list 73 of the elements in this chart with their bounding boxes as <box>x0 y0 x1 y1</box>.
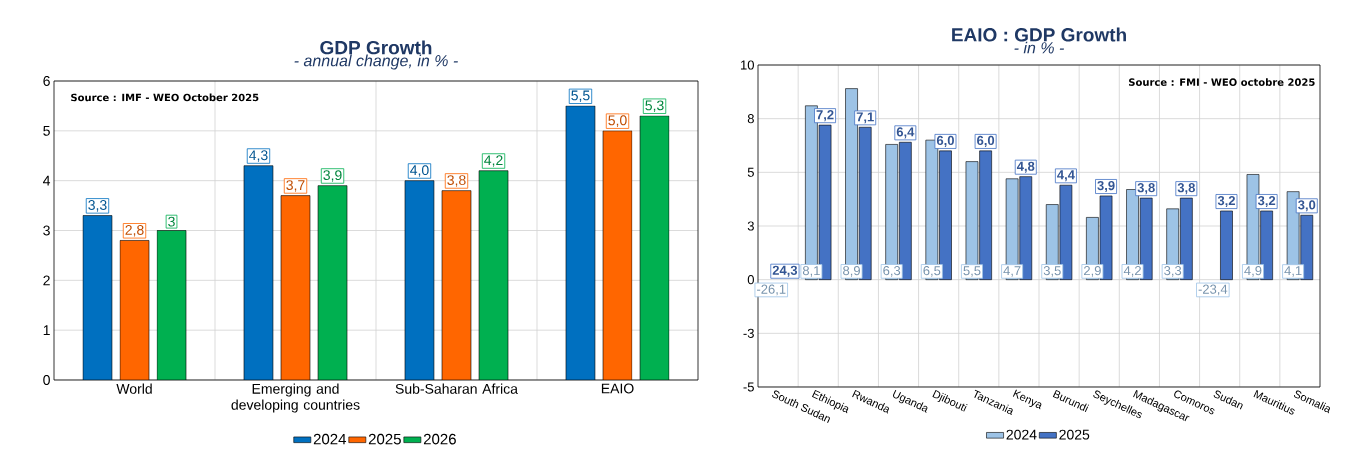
y-tick-label: 10 <box>741 60 754 70</box>
bar <box>404 180 435 380</box>
data-label: 3,5 <box>1043 266 1061 277</box>
y-tick-label: 5 <box>747 167 754 177</box>
annotation: Source : IMF - WEO October 2025 <box>71 93 259 102</box>
legend-label: 2025 <box>1059 429 1090 440</box>
data-label: 5,5 <box>963 266 981 277</box>
y-tick-label: 4 <box>43 175 51 186</box>
x-tick-label: Emerging and developing countries <box>231 383 360 413</box>
data-label: 6,0 <box>977 135 995 147</box>
data-label: 6,5 <box>923 266 941 277</box>
text: 24,3 <box>772 265 798 277</box>
legend-label: 2024 <box>1006 429 1037 440</box>
annotation: Source : FMI - WEO octobre 2025 <box>1129 78 1315 86</box>
data-label: 7,1 <box>856 112 874 124</box>
legend-label: 2026 <box>423 433 456 445</box>
data-label: 4,3 <box>249 150 268 162</box>
y-tick-label: 6 <box>43 76 50 86</box>
chart-title: GDP Growth <box>320 40 432 55</box>
y-tick-label: 5 <box>43 125 50 136</box>
y-tick-label: 2 <box>43 275 50 286</box>
text: -26,1 <box>757 284 786 296</box>
legend-label: 2025 <box>368 433 401 445</box>
data-label: 4,0 <box>410 165 429 177</box>
y-tick-label: 0 <box>747 275 754 285</box>
y-tick-label: 1 <box>43 325 50 335</box>
data-label: 3,8 <box>1177 183 1195 195</box>
data-label: 4,9 <box>1244 266 1262 277</box>
data-label: 3,3 <box>1164 266 1182 277</box>
data-label: 5,3 <box>645 100 664 112</box>
text: -23,4 <box>1198 284 1228 296</box>
data-label: 4,1 <box>1284 266 1302 277</box>
chart-title: EAIO : GDP Growth <box>952 27 1126 42</box>
legend-label: 2024 <box>313 433 347 445</box>
data-label: 3,8 <box>1137 183 1155 195</box>
data-label: 3,8 <box>447 175 466 187</box>
data-label: 6,4 <box>896 127 915 139</box>
y-tick-label: 8 <box>747 114 754 124</box>
data-label: 3,9 <box>323 170 342 182</box>
bar <box>82 215 113 380</box>
x-tick-label: World <box>116 383 152 394</box>
data-label: 5,5 <box>571 90 590 103</box>
data-label: 3,0 <box>1298 200 1316 212</box>
bar <box>243 165 274 380</box>
y-tick-label: 0 <box>43 375 50 385</box>
y-tick-label: 3 <box>43 225 50 236</box>
chart-subtitle: - in % - <box>1014 41 1064 54</box>
y-tick-label: -5 <box>743 382 754 392</box>
chart-subtitle: - annual change, in % - <box>294 54 458 70</box>
data-label: 6,0 <box>936 135 954 147</box>
data-label: 4,7 <box>1003 266 1021 277</box>
x-tick-label: EAIO <box>601 383 634 394</box>
data-label: 2,9 <box>1084 266 1101 277</box>
data-label: 7,2 <box>816 110 834 122</box>
data-label: 3 <box>168 216 175 227</box>
data-label: 3,2 <box>1257 195 1276 208</box>
data-label: 6,3 <box>883 266 901 277</box>
data-label: 3,3 <box>88 200 107 212</box>
data-label: 3,9 <box>1097 180 1115 193</box>
y-tick-label: 3 <box>747 221 754 231</box>
data-label: 4,2 <box>1123 266 1141 277</box>
data-label: 3,7 <box>286 180 305 192</box>
data-label: 8,1 <box>802 266 820 277</box>
data-label: 8,9 <box>843 266 860 277</box>
bar <box>565 105 596 380</box>
data-label: 5,0 <box>608 115 627 127</box>
x-tick-label: Sub-Saharan Africa <box>395 383 518 394</box>
data-label: 2,8 <box>125 224 144 237</box>
data-label: 4,8 <box>1016 161 1035 173</box>
y-tick-label: -3 <box>743 328 754 338</box>
data-label: 3,2 <box>1217 195 1235 208</box>
data-label: 4,4 <box>1057 170 1075 182</box>
data-label: 4,2 <box>484 155 503 167</box>
